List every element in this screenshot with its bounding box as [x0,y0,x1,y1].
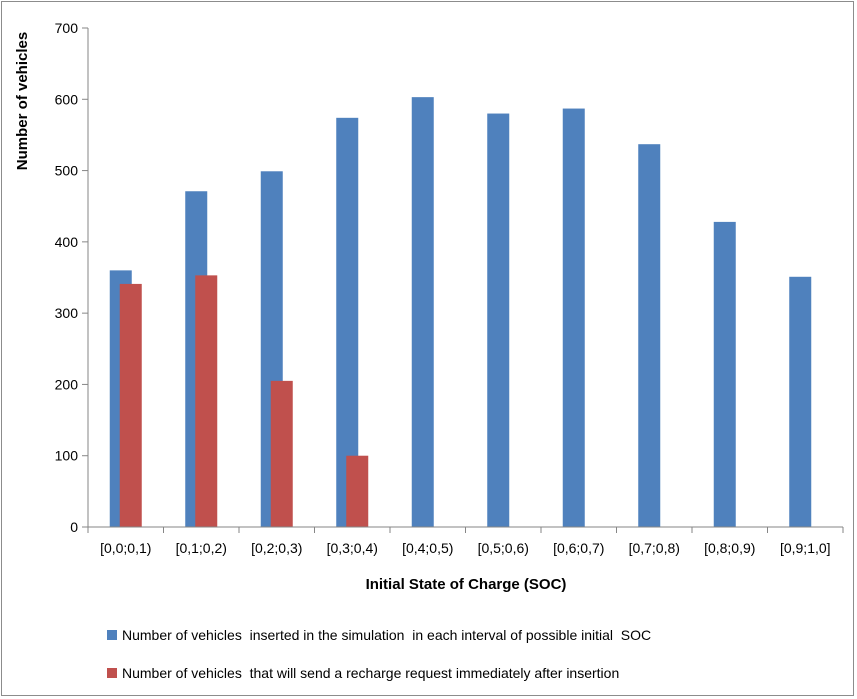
x-tick-label: [0,4;0,5) [402,540,453,556]
y-tick-label: 0 [70,519,78,535]
x-tick-label: [0,1;0,2) [176,540,227,556]
y-tick-label: 100 [55,448,79,464]
bar-recharge-request [119,283,142,527]
y-tick-label: 700 [55,20,79,36]
x-tick-label: [0,2;0,3) [251,540,302,556]
legend-item-recharge: Number of vehicles that will send a rech… [107,665,619,681]
legend-item-inserted: Number of vehicles inserted in the simul… [107,627,651,643]
y-axis-label: Number of vehicles [14,32,31,170]
y-tick-label: 400 [55,234,79,250]
bar-inserted [789,276,812,527]
bar-inserted [638,144,661,527]
legend-swatch-red [107,668,117,678]
y-tick-label: 200 [55,376,79,392]
bar-inserted [487,113,510,528]
y-tick-label: 300 [55,305,79,321]
bar-recharge-request [195,275,218,527]
bar-recharge-request [270,380,293,527]
x-tick-label: [0,3;0,4) [327,540,378,556]
x-tick-label: [0,7;0,8) [629,540,680,556]
x-axis-label: Initial State of Charge (SOC) [366,576,567,593]
legend-swatch-blue [107,630,117,640]
bar-inserted [562,108,585,527]
x-tick-label: [0,6;0,7) [553,540,604,556]
bar-inserted [411,97,434,527]
legend-label-recharge: Number of vehicles that will send a rech… [122,665,620,681]
x-tick-label: [0,0;0,1) [100,540,151,556]
x-tick-label: [0,9;1,0] [780,540,831,556]
y-tick-label: 600 [55,91,79,107]
bar-recharge-request [346,455,369,527]
y-tick-label: 500 [55,163,79,179]
x-tick-label: [0,5;0,6) [478,540,529,556]
x-tick-label: [0,8;0,9) [704,540,755,556]
bar-inserted [713,221,736,527]
bar-inserted [336,117,359,527]
legend-label-inserted: Number of vehicles inserted in the simul… [122,627,652,643]
